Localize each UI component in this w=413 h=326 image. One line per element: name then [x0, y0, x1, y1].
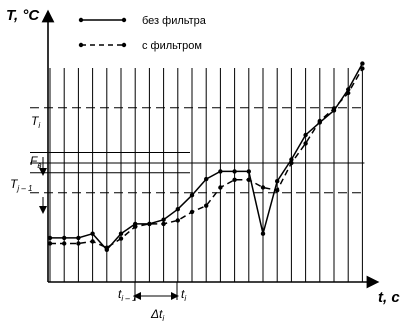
series-point-with-filter [331, 106, 337, 111]
series-point-with-filter [204, 203, 209, 208]
series-point-with-filter [275, 188, 280, 193]
label-T-i: Ti [31, 114, 40, 130]
series-point-with-filter [90, 239, 95, 244]
series-point-no-filter [47, 235, 53, 241]
series-point-no-filter [232, 169, 237, 174]
series-point-no-filter [246, 169, 251, 174]
y-axis-label: T, °C [6, 7, 40, 24]
reference-lines [30, 107, 365, 194]
series-point-no-filter [175, 207, 180, 212]
series-point-no-filter [118, 231, 124, 236]
series-point-with-filter [260, 185, 266, 190]
series-point-with-filter [346, 90, 351, 96]
series-point-with-filter [218, 185, 223, 190]
series-point-with-filter [61, 241, 67, 246]
legend-label-no-filter: без фильтра [142, 15, 207, 27]
series-point-no-filter [90, 231, 95, 236]
series-point-no-filter [161, 217, 166, 222]
series-point-with-filter [76, 241, 81, 246]
legend-solid-dot-right [121, 17, 127, 23]
series-point-with-filter [161, 221, 166, 227]
legend: без фильтра с фильтром [78, 15, 207, 52]
series-point-no-filter [76, 235, 81, 241]
legend-solid-dot-left [78, 17, 84, 23]
label-t-i-minus-1: ti – 1 [118, 287, 136, 303]
series-point-no-filter [275, 179, 280, 184]
label-delta-t: Δti [150, 307, 164, 323]
series-point-no-filter [260, 231, 266, 236]
series-point-with-filter [232, 177, 237, 182]
series-point-with-filter [289, 160, 294, 166]
series-point-with-filter [189, 209, 195, 215]
series-point-no-filter [189, 193, 195, 198]
series-point-with-filter [47, 241, 53, 246]
series-point-no-filter [61, 235, 67, 241]
series-point-with-filter [104, 245, 110, 250]
legend-dashed-dot-right [121, 42, 127, 48]
series-point-with-filter [118, 236, 124, 241]
series-line-with-filter [50, 68, 364, 249]
vertical-grid [49, 68, 363, 282]
label-t-i: ti [181, 287, 186, 303]
series-point-no-filter [204, 176, 209, 182]
legend-label-with-filter: с фильтром [142, 40, 202, 52]
series-point-with-filter [360, 66, 365, 71]
series-point-no-filter [289, 157, 294, 162]
series-point-with-filter [133, 224, 138, 229]
series-point-with-filter [303, 141, 308, 146]
series-point-no-filter [360, 61, 365, 66]
series-point-with-filter [317, 118, 322, 124]
legend-dashed-dot-left [78, 42, 84, 48]
series-point-with-filter [246, 177, 251, 182]
series-point-with-filter [175, 218, 180, 223]
series-point-with-filter [147, 221, 152, 227]
label-F-b: Fв [30, 154, 42, 170]
series-point-no-filter [218, 169, 223, 174]
series-layer [47, 61, 365, 252]
label-T-i-minus-1: Tj – 1 [10, 177, 32, 193]
x-axis-label: t, c [378, 289, 400, 306]
series-point-no-filter [346, 87, 351, 92]
series-point-no-filter [303, 132, 308, 138]
